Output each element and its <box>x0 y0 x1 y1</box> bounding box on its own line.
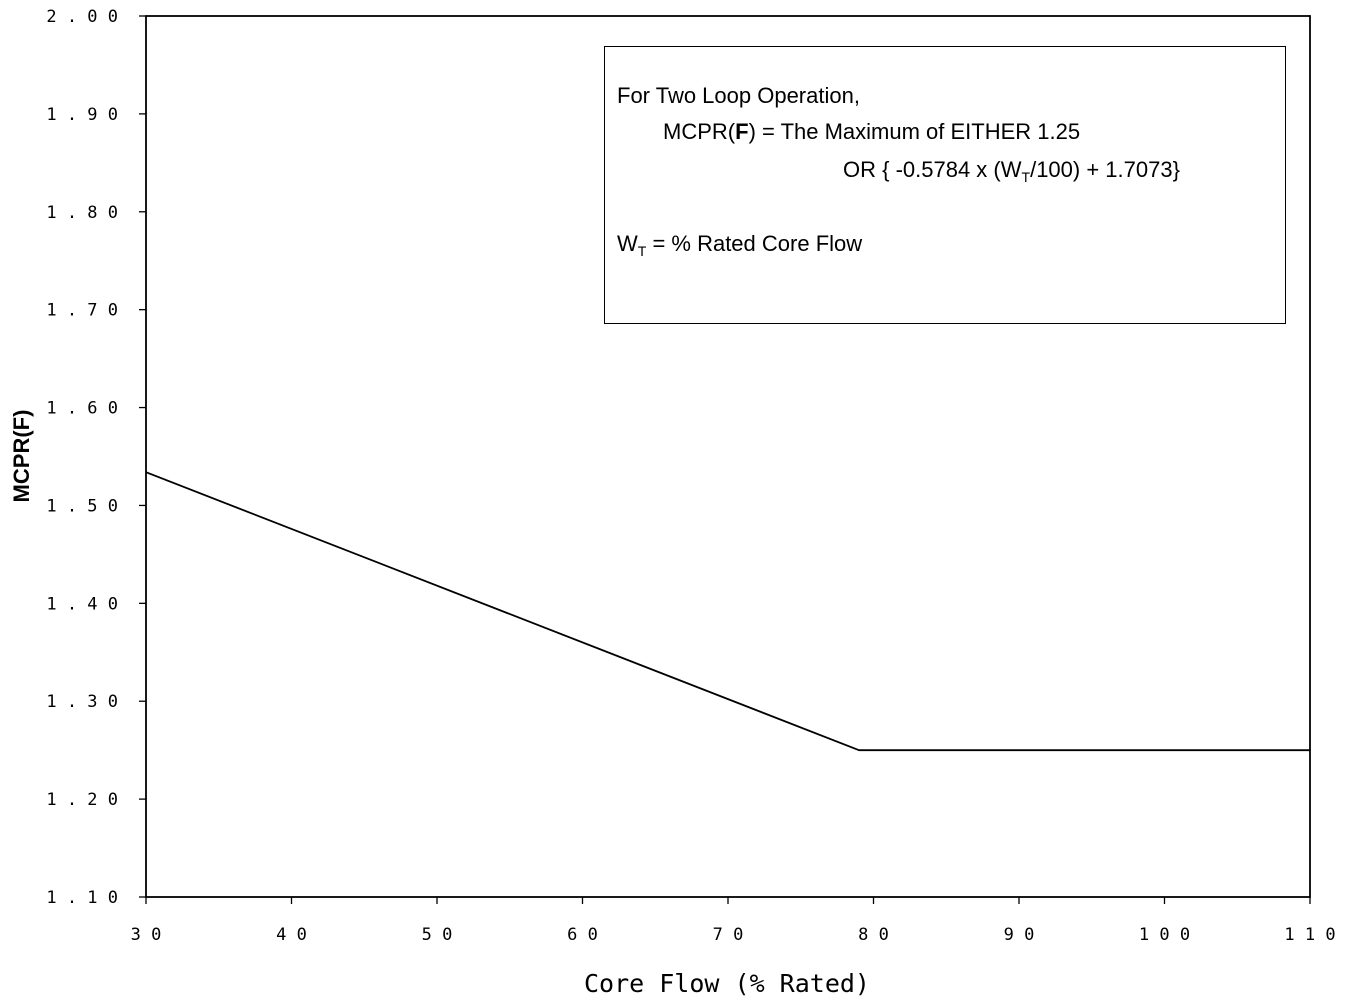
x-tick-label: 9 0 <box>1004 925 1035 945</box>
y-tick-label: 1 . 6 0 <box>46 399 118 419</box>
y-tick-label: 2 . 0 0 <box>46 7 118 27</box>
annotation-bold-text: F <box>735 119 749 144</box>
annotation-line-4: WT = % Rated Core Flow <box>617 231 863 259</box>
annotation-line-3: OR { -0.5784 x (WT/100) + 1.7073} <box>843 157 1180 185</box>
y-tick-label: 1 . 5 0 <box>46 496 118 516</box>
annotation-text: ) = The Maximum of EITHER 1.25 <box>748 119 1081 144</box>
x-axis-title: Core Flow (% Rated) <box>584 969 870 998</box>
x-tick-label: 8 0 <box>858 925 889 945</box>
x-tick-label: 1 1 0 <box>1284 925 1335 945</box>
x-tick-label: 4 0 <box>276 925 307 945</box>
annotation-text: W <box>617 231 638 256</box>
annotation-subscript: T <box>1021 169 1031 185</box>
y-tick-label: 1 . 2 0 <box>46 790 118 810</box>
annotation-subscript: T <box>637 243 647 259</box>
series-layer <box>145 471 1310 752</box>
x-tick-label: 5 0 <box>422 925 453 945</box>
annotation-text: = % Rated Core Flow <box>646 231 863 256</box>
y-tick-label: 1 . 3 0 <box>46 692 118 712</box>
annotation-text: For Two Loop Operation, <box>617 83 860 108</box>
x-tick-label: 7 0 <box>713 925 744 945</box>
y-tick-label: 1 . 1 0 <box>46 888 118 908</box>
y-tick-label: 1 . 4 0 <box>46 594 118 614</box>
y-tick-label: 1 . 8 0 <box>46 203 118 223</box>
y-axis-ticks: 1 . 1 0 1 . 2 0 1 . 3 0 1 . 4 0 1 . 5 0 1 . 6… <box>46 7 146 908</box>
annotation-text: MCPR( <box>663 119 736 144</box>
annotation-text: OR { -0.5784 x (W <box>843 157 1022 182</box>
annotation-text: /100) + 1.7073} <box>1030 157 1180 182</box>
x-tick-label: 3 0 <box>131 925 162 945</box>
y-tick-label: 1 . 7 0 <box>46 301 118 321</box>
y-tick-label: 1 . 9 0 <box>46 105 118 125</box>
series-line-mcpr <box>145 471 1310 752</box>
x-tick-label: 1 0 0 <box>1139 925 1190 945</box>
annotation-line-1: For Two Loop Operation, <box>617 83 860 109</box>
y-axis-title: MCPR(F) <box>9 410 34 503</box>
x-tick-label: 6 0 <box>567 925 598 945</box>
annotation-line-2: MCPR(F) = The Maximum of EITHER 1.25 <box>663 119 1080 145</box>
x-axis-ticks: 3 0 4 0 5 0 6 0 7 0 8 0 9 0 1 0 0 1 1 0 <box>131 897 1336 945</box>
formula-annotation-box: For Two Loop Operation, MCPR(F) = The Ma… <box>604 46 1286 324</box>
